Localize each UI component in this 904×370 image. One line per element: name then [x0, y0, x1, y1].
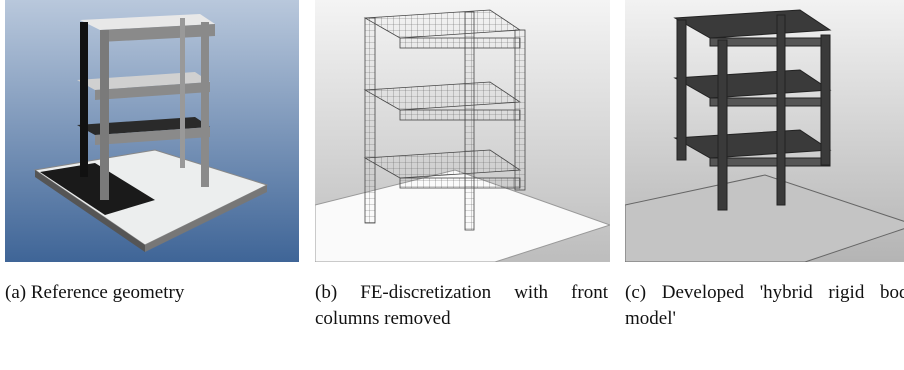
hybrid-model-image: [625, 0, 904, 262]
caption: (c) Developed 'hybrid rigid body model': [625, 280, 904, 332]
caption: (a) Reference geometry: [5, 280, 299, 306]
caption: (b) FE-discretization with front columns…: [315, 280, 608, 332]
figure: (a) Reference geometry (b) FE-discretiza…: [0, 0, 904, 370]
reference-geometry-image: [5, 0, 299, 262]
fe-discretization-image: [315, 0, 610, 262]
